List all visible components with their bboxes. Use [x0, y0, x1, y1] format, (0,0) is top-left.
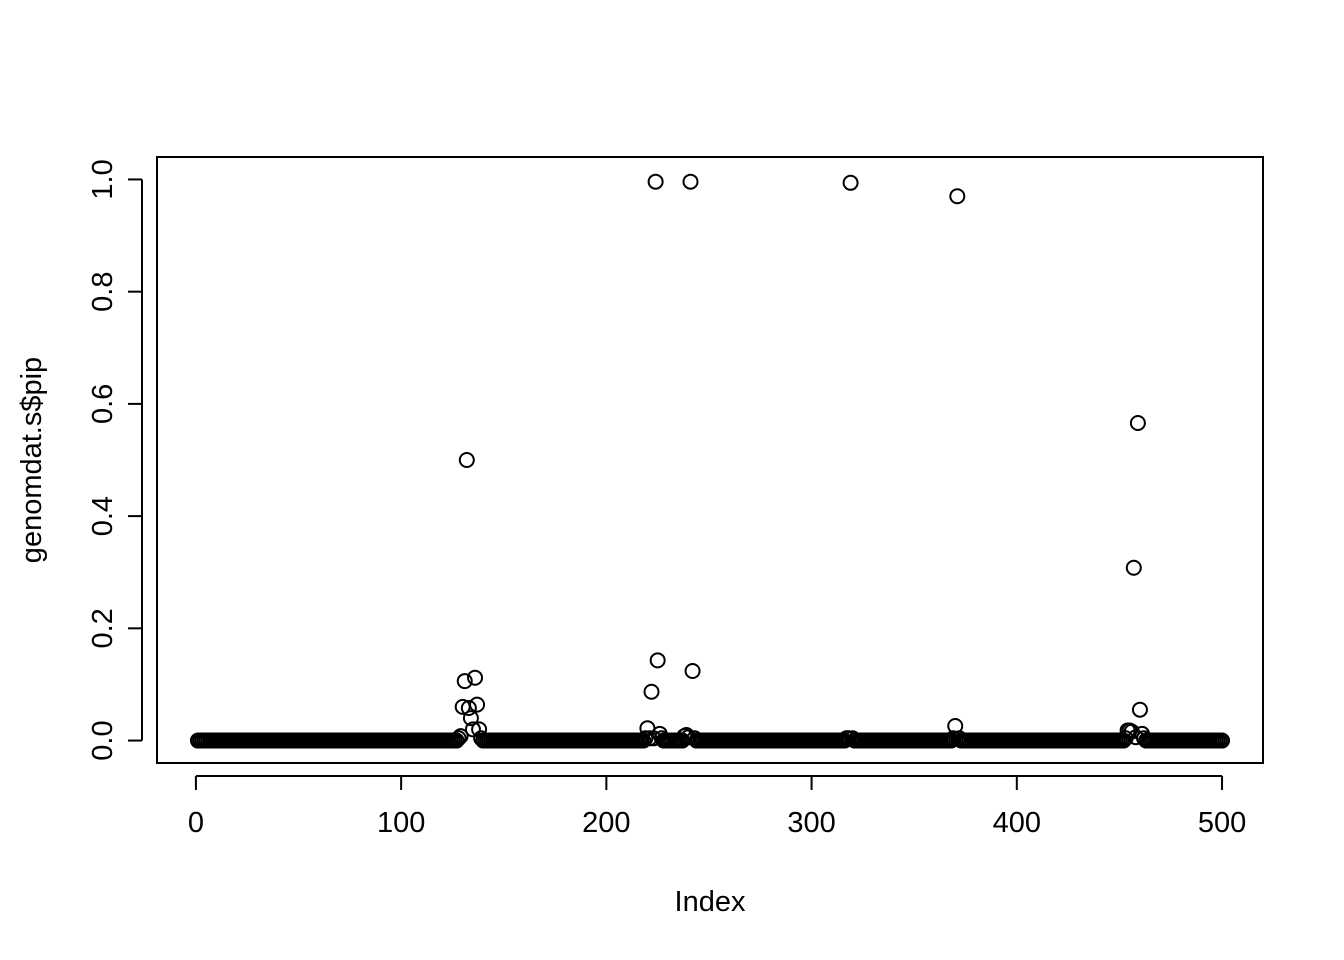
x-axis-label: Index	[675, 886, 746, 918]
x-tick-label: 0	[188, 807, 204, 839]
points-layer	[189, 173, 1231, 749]
data-point	[684, 662, 701, 679]
data-point	[464, 721, 481, 738]
y-tick-label: 0.2	[87, 608, 119, 648]
y-axis-label: genomdat.s$pip	[16, 357, 48, 563]
data-point	[467, 669, 484, 686]
data-point	[842, 174, 859, 191]
data-point	[1214, 732, 1231, 749]
data-point	[462, 710, 479, 727]
data-point	[682, 173, 699, 190]
y-tick-label: 1.0	[87, 159, 119, 199]
data-point	[469, 696, 486, 713]
data-point	[460, 700, 477, 717]
data-point	[456, 673, 473, 690]
x-tick-label: 100	[377, 807, 425, 839]
data-point	[452, 728, 469, 745]
y-tick-label: 0.4	[87, 496, 119, 536]
x-tick-label: 200	[582, 807, 630, 839]
x-tick-label: 400	[993, 807, 1041, 839]
y-tick-label: 0.0	[87, 720, 119, 760]
data-point	[949, 188, 966, 205]
data-point	[1131, 701, 1148, 718]
data-point	[643, 683, 660, 700]
data-point	[1129, 414, 1146, 431]
axes-layer: 0 100 200 300 400 500 0.0 0.2 0.4 0.6 0.8 1.0	[87, 159, 1246, 839]
data-point	[647, 173, 664, 190]
y-tick-label: 0.8	[87, 272, 119, 312]
data-point	[458, 452, 475, 468]
data-point	[637, 730, 654, 747]
plot-frame	[156, 156, 1264, 764]
y-tick-label: 0.6	[87, 384, 119, 424]
data-point	[649, 652, 666, 669]
data-point	[450, 730, 467, 747]
x-tick-label: 300	[787, 807, 835, 839]
data-point	[448, 732, 465, 749]
data-point	[1125, 559, 1142, 576]
x-tick-label: 500	[1198, 807, 1246, 839]
